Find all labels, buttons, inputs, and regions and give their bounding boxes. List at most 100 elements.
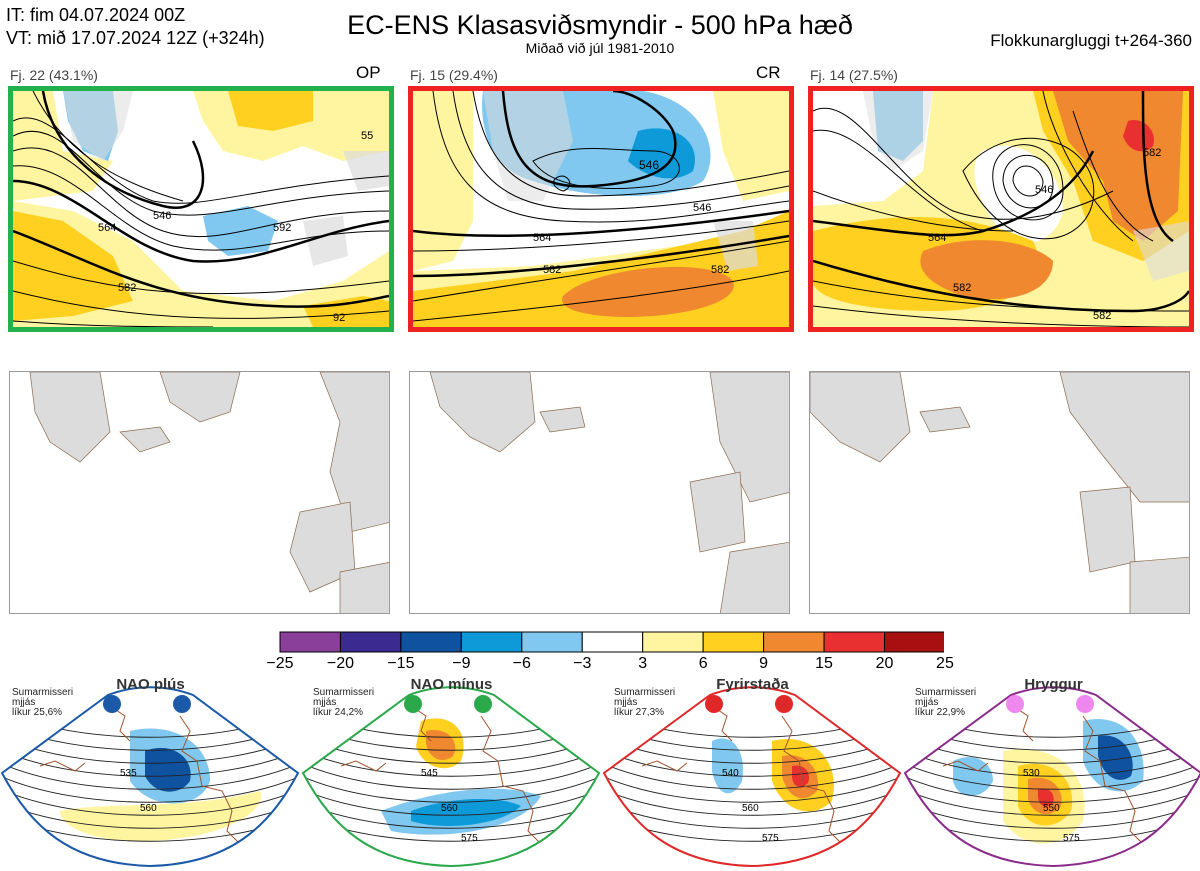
colorbar-segment bbox=[400, 631, 462, 653]
regime-dot bbox=[404, 695, 422, 713]
height-contour bbox=[905, 788, 1200, 816]
colorbar-segment bbox=[823, 631, 885, 653]
contour-label: 582 bbox=[711, 264, 729, 276]
regime-info-line: mjjás bbox=[12, 697, 36, 708]
panel-2-label: Fj. 15 (29.4%) bbox=[410, 67, 498, 83]
contour-label: 546 bbox=[693, 202, 711, 214]
height-contour bbox=[2, 775, 298, 803]
contour-label: 530 bbox=[1023, 768, 1040, 779]
regime-name: NAO plús bbox=[116, 676, 185, 693]
empty-map-1-svg bbox=[29, 372, 389, 613]
height-contour bbox=[303, 801, 599, 829]
regime-map: 535 560 bbox=[0, 686, 300, 868]
regime-info-line: Sumarmisseri bbox=[915, 687, 977, 698]
contour-label: 582 bbox=[953, 282, 971, 294]
contour-label: 550 bbox=[1043, 803, 1060, 814]
regime-info-line: líkur 25,6% bbox=[12, 707, 63, 718]
height-contour bbox=[2, 801, 298, 829]
height-contour bbox=[604, 749, 900, 777]
regime-info-line: mjjás bbox=[915, 697, 939, 708]
anomaly-blob bbox=[1098, 735, 1133, 780]
page-subtitle: Miðað við júl 1981-2010 bbox=[525, 40, 675, 56]
regime-panel: 535 560 NAO plús Sumarmisseri mjjás líkur 25,… bbox=[0, 676, 301, 871]
regime-map: 540 560 575 bbox=[602, 686, 902, 868]
regime-info: Sumarmisseri mjjás líkur 22,9% bbox=[915, 688, 976, 718]
contour-label: 55 bbox=[361, 130, 373, 142]
page-title: EC-ENS Klasasviðsmyndir - 500 hPa hæð bbox=[347, 10, 853, 40]
contour-label: 545 bbox=[421, 768, 438, 779]
regime-dot bbox=[1076, 695, 1094, 713]
contour-label: 564 bbox=[98, 222, 116, 234]
height-contour bbox=[604, 801, 900, 829]
regime-info-line: líkur 22,9% bbox=[915, 707, 966, 718]
height-contour bbox=[303, 749, 599, 777]
contour-label: 575 bbox=[1063, 833, 1080, 844]
colorbar-tick: −25 bbox=[266, 655, 294, 672]
colorbar-tick: −20 bbox=[326, 655, 355, 672]
anomaly-blob bbox=[145, 747, 191, 792]
contour-label: 546 bbox=[153, 210, 171, 222]
regime-map: 545 560 575 bbox=[301, 686, 601, 868]
contour-label: 560 bbox=[441, 803, 458, 814]
panel-1-tag: OP bbox=[356, 63, 381, 82]
empty-map-1 bbox=[9, 371, 390, 614]
contour-label: 575 bbox=[762, 833, 779, 844]
colorbar-tick: 9 bbox=[759, 655, 769, 672]
height-contour bbox=[905, 762, 1200, 790]
valid-time: VT: mið 17.07.2024 12Z (+324h) bbox=[6, 28, 265, 48]
colorbar-segment bbox=[521, 631, 583, 653]
regime-dot bbox=[173, 695, 191, 713]
contour-label: 546 bbox=[1035, 184, 1053, 196]
regime-dot bbox=[1006, 695, 1024, 713]
contour-label: 582 bbox=[118, 282, 136, 294]
issue-time: IT: fim 04.07.2024 00Z bbox=[6, 5, 186, 25]
colorbar-segment bbox=[460, 631, 523, 653]
cluster-map-1-svg: 546 564 582 55 592 92 bbox=[13, 91, 389, 327]
regime-info-line: Sumarmisseri bbox=[12, 687, 74, 698]
height-contour bbox=[2, 788, 298, 816]
cluster-map-2-svg: 546 564 582 546 582 bbox=[413, 91, 789, 327]
regime-dot bbox=[705, 695, 723, 713]
regime-map: 530 550 575 bbox=[903, 686, 1200, 868]
height-contour bbox=[905, 775, 1200, 803]
contour-label: 582 bbox=[1093, 310, 1111, 322]
regime-panel: 540 560 575 Fyrirstaða Sumarmisseri mjjás líku… bbox=[602, 676, 903, 871]
colorbar-segment bbox=[763, 631, 825, 653]
colorbar-tick: −9 bbox=[452, 655, 471, 672]
cluster-map-2: 546 564 582 546 582 bbox=[408, 86, 794, 332]
contour-label: 535 bbox=[120, 768, 137, 779]
regime-panel: 545 560 575 NAO mínus Sumarmisseri mjjás líkur… bbox=[301, 676, 602, 871]
colorbar-segment bbox=[884, 631, 944, 653]
colorbar-segment bbox=[339, 631, 402, 653]
empty-map-2 bbox=[409, 371, 790, 614]
contour-label: 546 bbox=[639, 158, 659, 172]
colorbar-tick: −6 bbox=[512, 655, 531, 672]
empty-map-3-svg bbox=[810, 372, 1189, 613]
regime-dot bbox=[474, 695, 492, 713]
anomaly-blob bbox=[411, 799, 521, 826]
panel-1-label: Fj. 22 (43.1%) bbox=[10, 67, 98, 83]
regime-border bbox=[903, 686, 1200, 868]
colorbar-segment bbox=[642, 631, 704, 653]
contour-label: 560 bbox=[742, 803, 759, 814]
regime-info-line: Sumarmisseri bbox=[614, 687, 676, 698]
height-contour bbox=[604, 788, 900, 816]
contour-label: 575 bbox=[461, 833, 478, 844]
regime-name: Hryggur bbox=[1024, 676, 1083, 693]
anomaly-blob bbox=[712, 738, 743, 794]
contour-label: 582 bbox=[1143, 147, 1161, 159]
regime-name: NAO mínus bbox=[410, 676, 493, 693]
regime-border bbox=[301, 686, 601, 868]
height-contour bbox=[905, 801, 1200, 829]
height-contour bbox=[303, 775, 599, 803]
height-contour bbox=[303, 788, 599, 816]
panel-3-label: Fj. 14 (27.5%) bbox=[810, 67, 898, 83]
regime-name: Fyrirstaða bbox=[716, 676, 789, 693]
regime-panel: 530 550 575 Hryggur Sumarmisseri mjjás líkur 2… bbox=[903, 676, 1200, 871]
colorbar bbox=[279, 631, 944, 653]
contour-label: 540 bbox=[722, 768, 739, 779]
contour-label: 592 bbox=[273, 222, 291, 234]
colorbar-tick: −3 bbox=[573, 655, 592, 672]
regime-info-line: líkur 24,2% bbox=[313, 707, 364, 718]
anomaly-blob bbox=[792, 765, 810, 787]
